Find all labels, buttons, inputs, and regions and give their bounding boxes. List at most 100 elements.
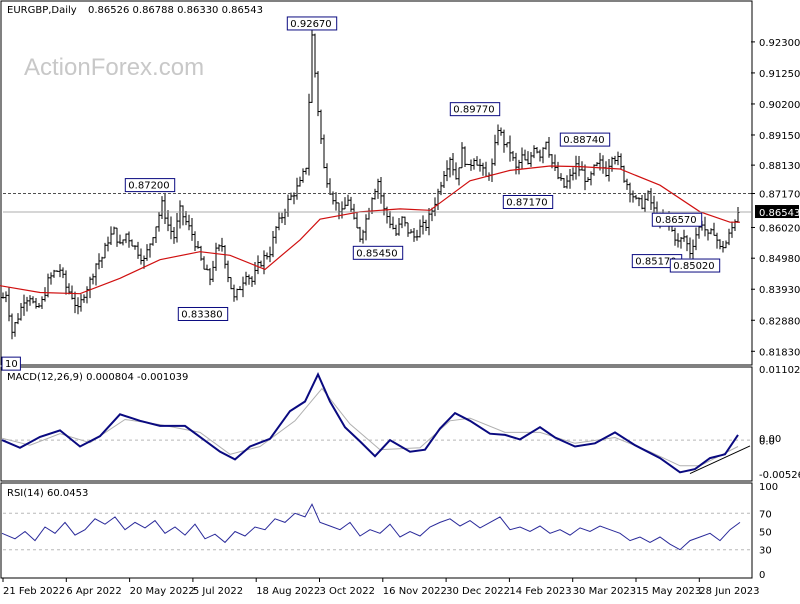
price-tick-label: 0.89150	[759, 131, 800, 142]
price-bar	[127, 231, 131, 248]
price-bar	[94, 263, 98, 286]
price-bar	[724, 240, 728, 249]
rsi-tick-label: 30	[759, 546, 772, 557]
price-bar	[265, 252, 269, 260]
price-bar	[418, 219, 422, 238]
price-bar	[439, 181, 443, 196]
price-bar	[541, 147, 545, 164]
price-bar	[319, 109, 323, 144]
price-bar	[676, 233, 680, 248]
price-bar	[145, 244, 149, 261]
price-bar	[448, 157, 452, 178]
price-bar	[574, 155, 578, 180]
time-tick-label: 30 Mar 2023	[573, 586, 636, 597]
rsi-panel	[0, 482, 753, 579]
price-bar	[343, 197, 347, 210]
time-tick-label: 3 Oct 2022	[320, 586, 375, 597]
price-bar	[40, 296, 44, 310]
price-bar	[508, 135, 512, 162]
current-price-text: 0.86543	[759, 208, 800, 219]
rsi-tick-label: 50	[759, 528, 772, 539]
price-label-text: 0.85450	[356, 248, 397, 259]
price-bar	[151, 237, 155, 246]
price-bar	[583, 164, 587, 191]
moving-average-layer	[0, 165, 751, 295]
price-tick-label: 0.91250	[759, 69, 800, 80]
price-bar	[517, 159, 521, 175]
price-bar	[325, 163, 329, 188]
price-bar	[157, 211, 161, 232]
price-label: 0.85020	[669, 258, 721, 273]
chart-header-symbol: EURGBP,Daily	[7, 5, 77, 16]
rsi-line	[1, 503, 741, 551]
price-label-text: 0.85170	[635, 257, 676, 268]
time-tick-label: 15 May 2023	[636, 586, 701, 597]
price-tick-label: 0.83930	[759, 285, 800, 296]
price-bar	[526, 151, 530, 165]
price-bar	[685, 235, 689, 252]
price-bar	[202, 256, 206, 270]
price-bar	[697, 224, 701, 239]
price-bar	[361, 229, 365, 244]
price-bar	[736, 206, 740, 223]
price-bar	[493, 134, 497, 166]
price-bar	[103, 242, 107, 259]
price-tick-label: 0.88130	[759, 161, 800, 172]
price-bar	[355, 211, 359, 229]
price-bar	[646, 190, 650, 201]
price-bar	[463, 146, 467, 167]
price-bar	[106, 236, 110, 252]
price-bar	[244, 271, 248, 286]
price-bar	[409, 229, 413, 234]
price-bar	[499, 127, 503, 136]
price-bar	[613, 155, 617, 165]
price-bar	[430, 207, 434, 222]
price-bar	[427, 207, 431, 236]
price-bar	[382, 192, 386, 216]
price-bar	[214, 242, 218, 271]
price-bar	[406, 222, 410, 237]
time-tick-label: 28 Jun 2023	[699, 586, 759, 597]
macd-title: MACD(12,26,9) 0.000804 -0.001039	[7, 372, 188, 383]
price-bar	[532, 145, 536, 159]
price-bar	[733, 219, 737, 231]
price-bar	[241, 276, 245, 298]
price-bar	[163, 192, 167, 225]
price-bar	[625, 178, 629, 190]
price-bar	[112, 226, 116, 235]
price-bar	[205, 264, 209, 271]
price-label: 0.92670	[286, 16, 338, 31]
price-bar	[328, 178, 332, 195]
price-bar	[271, 231, 275, 258]
price-bar	[118, 234, 122, 245]
price-bar	[571, 167, 575, 181]
price-bar	[388, 211, 392, 229]
watermark: ActionForex.com	[24, 54, 204, 81]
price-bar	[715, 232, 719, 249]
price-bar	[607, 159, 611, 182]
current-price-badge: 0.86543	[755, 205, 800, 219]
price-bar	[727, 228, 731, 246]
price-bar	[97, 253, 101, 270]
annotation-layer: 0.92670 0.87200 0.89770 0.88740 0.87170 0.865…	[1, 16, 721, 371]
price-label-box	[559, 132, 611, 147]
price-bar	[148, 243, 152, 258]
price-bar	[217, 244, 221, 252]
price-bar	[412, 228, 416, 242]
rsi-tick-label: 100	[759, 482, 778, 493]
price-bar	[295, 177, 299, 200]
price-bar	[322, 134, 326, 169]
price-bar	[76, 297, 80, 315]
price-bar	[415, 229, 419, 241]
price-bar	[7, 287, 11, 322]
macd-signal-line	[1, 387, 739, 467]
price-label: 0.87200	[124, 178, 176, 193]
price-bar	[199, 245, 203, 261]
price-bar	[67, 283, 71, 295]
price-bar	[643, 193, 647, 213]
time-tick-label: 5 Jul 2022	[193, 586, 243, 597]
price-bar	[211, 260, 215, 282]
price-bar	[160, 196, 164, 220]
price-bar	[472, 158, 476, 170]
price-bar	[301, 168, 305, 183]
